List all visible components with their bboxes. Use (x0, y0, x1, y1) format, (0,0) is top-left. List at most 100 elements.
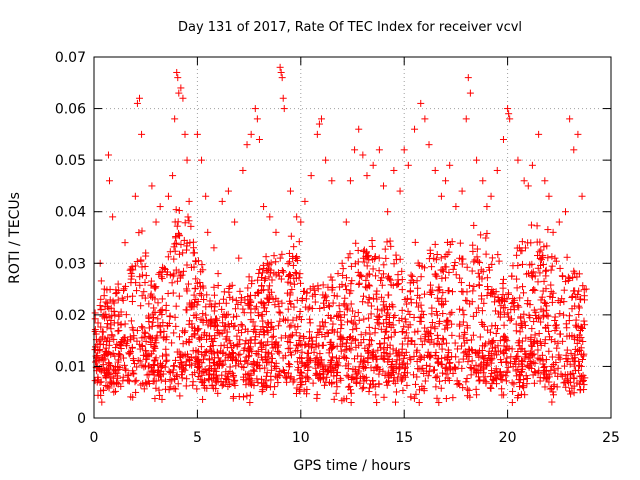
data-point (360, 383, 368, 391)
data-point (402, 329, 410, 337)
data-point (555, 218, 563, 226)
data-point (424, 328, 432, 336)
data-point (579, 377, 587, 385)
data-point (492, 307, 500, 315)
data-point (268, 354, 276, 362)
data-point (266, 282, 274, 290)
data-point (433, 355, 441, 363)
data-point (513, 251, 521, 259)
data-point (421, 377, 429, 385)
data-point (508, 272, 516, 280)
data-point (309, 379, 317, 387)
x-axis-label: GPS time / hours (293, 458, 410, 474)
data-point (418, 341, 426, 349)
data-point (528, 273, 536, 281)
x-tick-label: 25 (602, 430, 620, 446)
data-point (474, 304, 482, 312)
data-point (360, 364, 368, 372)
data-point (173, 371, 181, 379)
data-point (318, 363, 326, 371)
data-point (417, 301, 425, 309)
data-point (170, 329, 178, 337)
data-point (487, 356, 495, 364)
data-point (495, 257, 503, 265)
data-point (329, 299, 337, 307)
data-point (200, 368, 208, 376)
data-point (531, 286, 539, 294)
data-point (562, 278, 570, 286)
data-point (274, 322, 282, 330)
data-point (565, 312, 573, 320)
data-point (436, 286, 444, 294)
data-point (396, 187, 404, 195)
data-point (206, 332, 214, 340)
data-point (241, 340, 249, 348)
data-point (290, 243, 298, 251)
data-point (169, 172, 177, 180)
data-point (99, 341, 107, 349)
data-point (421, 115, 429, 123)
data-point (501, 333, 509, 341)
data-point (111, 387, 119, 395)
data-point (562, 208, 570, 216)
data-point (325, 349, 333, 357)
data-point (174, 380, 182, 388)
data-point (237, 320, 245, 328)
data-point (338, 280, 346, 288)
data-point (138, 227, 146, 235)
data-point (154, 367, 162, 375)
data-point (458, 187, 466, 195)
data-point (264, 286, 272, 294)
data-point (579, 355, 587, 363)
data-point (176, 354, 184, 362)
data-point (170, 362, 178, 370)
data-point (330, 366, 338, 374)
data-point (352, 239, 360, 247)
data-point (355, 367, 363, 375)
data-point (396, 255, 404, 263)
data-point (338, 259, 346, 267)
data-point (576, 295, 584, 303)
data-point (189, 249, 197, 257)
data-point (414, 259, 422, 267)
data-point (444, 317, 452, 325)
data-point (326, 362, 334, 370)
data-point (232, 362, 240, 370)
data-point (99, 386, 107, 394)
data-point (245, 348, 253, 356)
data-point (520, 289, 528, 297)
data-point (103, 370, 111, 378)
data-point (520, 177, 528, 185)
data-point (222, 322, 230, 330)
data-point (342, 354, 350, 362)
data-point (498, 376, 506, 384)
data-point (147, 281, 155, 289)
data-point (336, 308, 344, 316)
data-point (117, 320, 125, 328)
data-point (244, 359, 252, 367)
data-point (386, 237, 394, 245)
data-point (434, 359, 442, 367)
data-point (432, 383, 440, 391)
data-point (375, 313, 383, 321)
data-point (535, 130, 543, 138)
data-point (362, 252, 370, 260)
data-point (244, 347, 252, 355)
data-point (379, 354, 387, 362)
data-point (434, 287, 442, 295)
data-point (218, 305, 226, 313)
data-point (276, 254, 284, 262)
data-point (353, 379, 361, 387)
data-point (391, 328, 399, 336)
data-point (526, 301, 534, 309)
data-point (328, 379, 336, 387)
data-point (439, 310, 447, 318)
data-point (241, 357, 249, 365)
data-point (233, 312, 241, 320)
data-point (395, 317, 403, 325)
data-point (571, 345, 579, 353)
data-point (173, 277, 181, 285)
data-point (431, 270, 439, 278)
data-point (296, 307, 304, 315)
data-point (201, 352, 209, 360)
